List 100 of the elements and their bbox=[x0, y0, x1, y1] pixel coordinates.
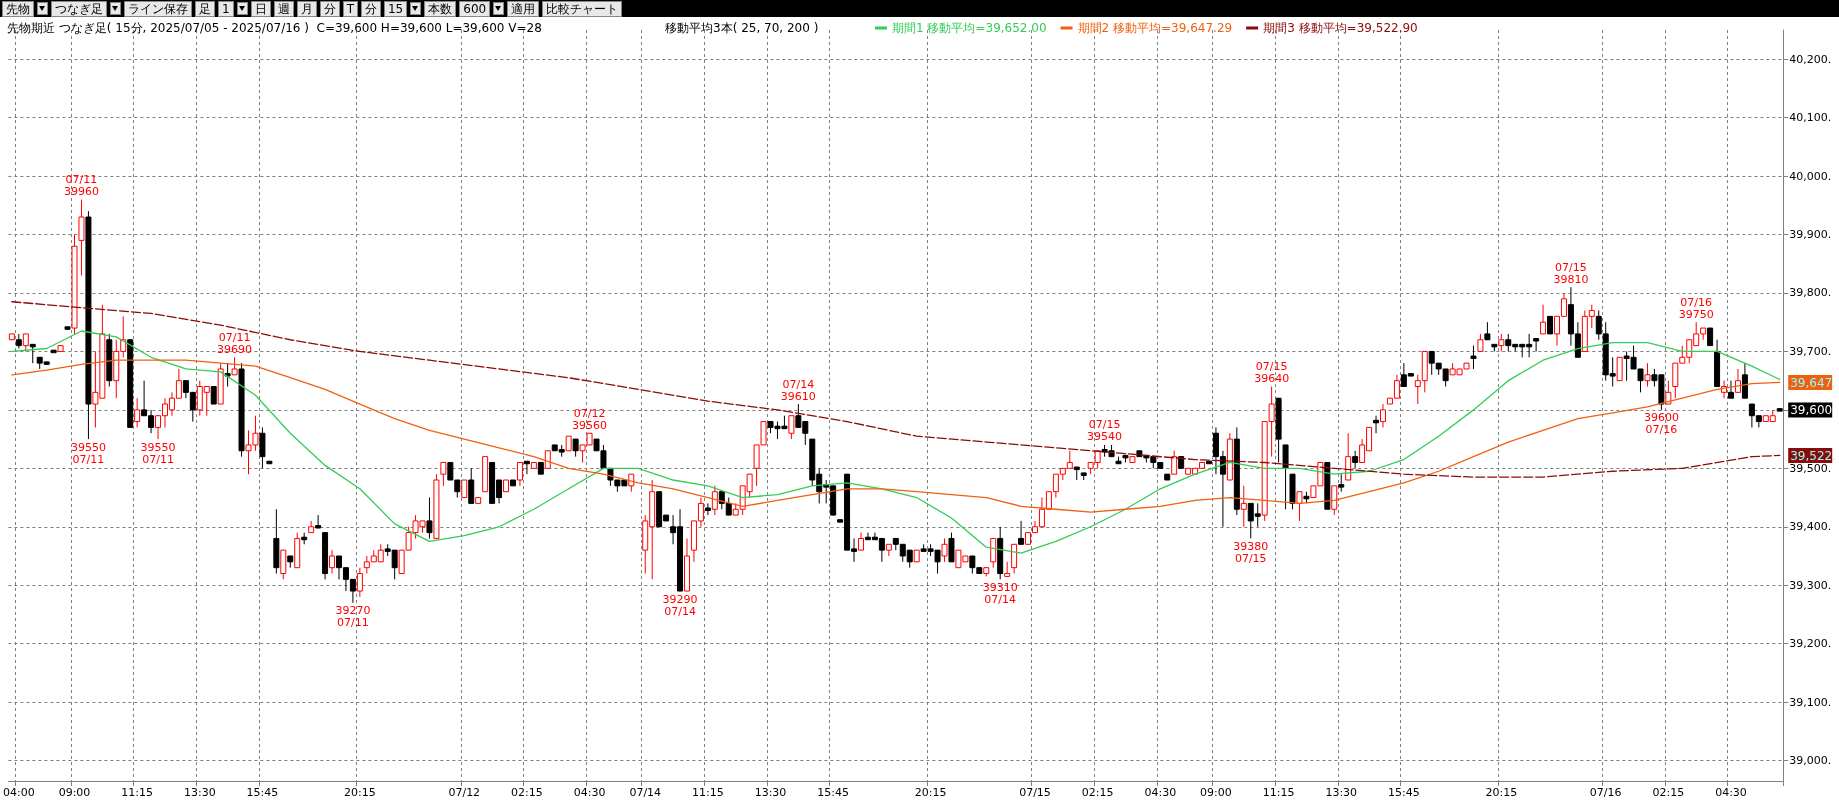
text: 分 bbox=[319, 0, 340, 17]
text: 600 bbox=[459, 0, 491, 17]
text: 足 bbox=[195, 0, 215, 17]
x-tick-label: 20:15 bbox=[344, 786, 376, 799]
text: T bbox=[342, 0, 358, 17]
x-tick-label: 04:30 bbox=[1144, 786, 1177, 799]
x-tick-label: 13:30 bbox=[754, 786, 787, 799]
y-tick-label: 39,700. bbox=[1789, 344, 1832, 358]
candlestick bbox=[1282, 444, 1289, 510]
candlestick bbox=[516, 461, 523, 487]
legend-label: 期間1 移動平均=39,652.00 bbox=[892, 21, 1047, 35]
candlestick bbox=[1470, 345, 1477, 370]
candlestick bbox=[426, 497, 433, 539]
candlestick bbox=[1373, 415, 1380, 434]
x-tick-label: 15:45 bbox=[817, 786, 849, 799]
candlestick bbox=[1331, 485, 1338, 516]
candlestick bbox=[990, 537, 997, 569]
line-series bbox=[11, 359, 1781, 513]
x-tick-label: 20:15 bbox=[1485, 786, 1518, 799]
text: 週 bbox=[273, 0, 294, 17]
y2-tick-label: 39,600 bbox=[1790, 403, 1833, 418]
x-tick-label: 02:15 bbox=[1081, 786, 1114, 799]
legend-label: 期間2 移動平均=39,647.29 bbox=[1077, 21, 1233, 35]
candlestick bbox=[1240, 485, 1247, 528]
candlestick bbox=[440, 461, 447, 487]
candlestick bbox=[711, 485, 718, 516]
text: ライン保存 bbox=[124, 0, 192, 17]
x-tick-label: 07/16 bbox=[1589, 786, 1622, 799]
candlestick bbox=[523, 460, 530, 475]
x-tick-label: 04:30 bbox=[573, 786, 606, 799]
text: 適用 bbox=[507, 0, 540, 17]
annotation: 07/15 39810 bbox=[1553, 260, 1589, 286]
candlestick bbox=[259, 426, 266, 469]
candlestick bbox=[1616, 356, 1623, 382]
candlestick bbox=[78, 198, 85, 276]
text: 月 bbox=[296, 0, 317, 17]
y-tick-label: 40,200. bbox=[1789, 52, 1832, 66]
y-tick-label: 39,000. bbox=[1789, 754, 1832, 768]
text: 先物 bbox=[2, 0, 34, 17]
line-series bbox=[11, 330, 1781, 554]
candlestick bbox=[224, 362, 231, 388]
text: 1 bbox=[218, 0, 234, 17]
candlestick bbox=[1379, 403, 1386, 428]
candlestick bbox=[1296, 491, 1303, 522]
candlestick bbox=[1011, 543, 1018, 575]
x-tick-label: 07/14 bbox=[629, 786, 662, 799]
y-tick-label: 39,500. bbox=[1789, 461, 1832, 475]
annotation: 39380 07/15 bbox=[1233, 539, 1269, 565]
y-tick-label: 40,100. bbox=[1789, 111, 1832, 125]
annotation: 07/15 39640 bbox=[1254, 360, 1290, 386]
y-tick-label: 39,300. bbox=[1789, 578, 1832, 592]
annotation: 07/14 39610 bbox=[780, 377, 816, 403]
text: 分 bbox=[360, 0, 381, 17]
x-tick-label: 09:00 bbox=[1200, 786, 1232, 799]
text: 比較チャート bbox=[542, 0, 623, 17]
annotation: 07/11 39960 bbox=[63, 172, 99, 198]
y-tick-label: 39,200. bbox=[1789, 637, 1832, 651]
x-tick-label: 07/15 bbox=[1019, 786, 1051, 799]
text: 15 bbox=[383, 0, 408, 17]
candlestick bbox=[948, 532, 955, 563]
candlestick bbox=[315, 514, 322, 529]
candlestick bbox=[280, 549, 287, 580]
candlestick bbox=[1018, 520, 1025, 545]
annotation: 39550 07/11 bbox=[70, 440, 106, 466]
x-tick-label: 13:30 bbox=[183, 786, 216, 799]
candlestick bbox=[1345, 432, 1352, 481]
annotation: 39600 07/16 bbox=[1643, 411, 1679, 437]
x-tick-label: 11:15 bbox=[121, 786, 153, 799]
x-tick-label: 04:00 bbox=[2, 786, 35, 799]
candlestick bbox=[941, 537, 948, 563]
x-tick-label: 07/12 bbox=[448, 786, 481, 799]
chart-title: 先物期近 つなぎ足( 15分, 2025/07/05 - 2025/07/16 ) C=39,600 H=39,600 L=39,600 V=28 bbox=[7, 21, 542, 35]
candlestick bbox=[1741, 362, 1748, 399]
x-tick-label: 20:15 bbox=[914, 786, 947, 799]
text: 日 bbox=[250, 0, 271, 17]
candlestick bbox=[1644, 362, 1651, 388]
candlestick bbox=[134, 397, 141, 428]
annotation: 07/11 39690 bbox=[217, 330, 253, 356]
x-tick-label: 11:15 bbox=[692, 786, 724, 799]
x-tick-label: 15:45 bbox=[1388, 786, 1420, 799]
x-tick-label: 15:45 bbox=[246, 786, 279, 799]
candlestick bbox=[1533, 338, 1540, 352]
annotation: 39270 07/11 bbox=[335, 604, 371, 630]
annotation: 07/12 39560 bbox=[572, 406, 608, 432]
annotation: 39550 07/11 bbox=[140, 440, 176, 466]
y-tick-label: 39,100. bbox=[1789, 695, 1832, 709]
x-tick-label: 02:15 bbox=[1652, 786, 1685, 799]
candlestick bbox=[788, 415, 795, 440]
y-tick-label: 40,000. bbox=[1789, 169, 1832, 183]
legend-label: 期間3 移動平均=39,522.90 bbox=[1263, 21, 1418, 35]
candlestick bbox=[1171, 450, 1178, 475]
x-tick-label: 02:15 bbox=[511, 786, 543, 799]
y-tick-label: 39,400. bbox=[1789, 520, 1832, 534]
chart-subtitle: 移動平均3本( 25, 70, 200 ) bbox=[665, 21, 819, 35]
x-tick-label: 04:30 bbox=[1715, 786, 1747, 799]
text: つなぎ足 bbox=[51, 0, 107, 17]
x-tick-label: 09:00 bbox=[58, 786, 91, 799]
annotation: 39290 07/14 bbox=[662, 592, 698, 618]
x-tick-label: 11:15 bbox=[1262, 786, 1295, 799]
y-tick-label: 39,900. bbox=[1789, 228, 1832, 242]
